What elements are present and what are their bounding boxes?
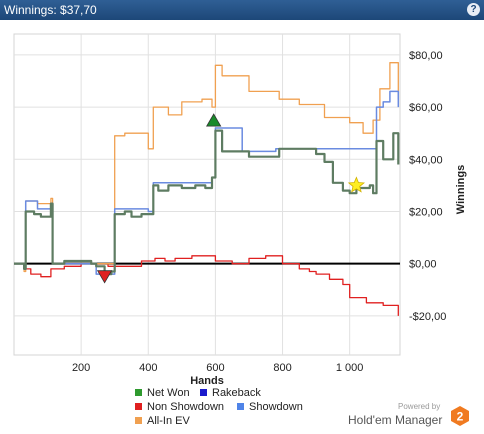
legend-label: Rakeback — [212, 387, 261, 399]
y-tick-label: $60,00 — [409, 102, 443, 114]
legend-swatch-non-showdown — [135, 402, 142, 410]
x-tick-label: 400 — [139, 362, 157, 374]
y-tick-label: $40,00 — [409, 154, 443, 166]
x-tick-label: 200 — [72, 362, 90, 374]
series-line-net-won — [14, 129, 400, 276]
x-tick-label: 600 — [206, 362, 224, 374]
logo-text: 2 — [457, 410, 464, 424]
x-tick-label: 1 000 — [336, 362, 364, 374]
window-title: Winnings: $37,70 — [4, 3, 97, 17]
question-icon[interactable]: ? — [467, 3, 480, 16]
powered-by-text: Powered by — [398, 402, 441, 411]
legend-label: Net Won — [147, 387, 190, 399]
legend-item-rakeback: Rakeback — [200, 387, 261, 399]
winnings-chart: 200 400 600 800 1 000 $80,00 $60,00 $40,00 $20,0… — [13, 33, 467, 385]
x-tick-label: 800 — [273, 362, 291, 374]
legend-swatch-showdown — [237, 402, 244, 410]
hem2-logo-icon: 2 — [451, 406, 469, 426]
marker-min — [96, 270, 113, 284]
legend-item-all-in-ev: All-In EV — [135, 415, 190, 427]
x-axis-title: Hands — [190, 375, 224, 385]
plot-area — [13, 33, 401, 356]
window-titlebar: Winnings: $37,70 ? — [0, 0, 484, 20]
marker-star — [347, 176, 366, 193]
brand-name: Hold'em Manager — [348, 413, 443, 427]
y-tick-label: $20,00 — [409, 206, 443, 218]
marker-max — [206, 113, 222, 127]
legend-swatch-all-in-ev — [135, 416, 142, 424]
legend-swatch-net-won — [135, 388, 142, 396]
legend-item-net-won: Net Won — [135, 387, 190, 399]
y-axis-title: Winnings — [455, 165, 467, 214]
y-tick-label: -$20,00 — [409, 311, 446, 323]
series-line-non-showdown — [14, 255, 399, 316]
legend-label: Showdown — [249, 401, 303, 413]
legend-item-non-showdown: Non Showdown — [135, 401, 224, 413]
legend-label: All-In EV — [147, 415, 190, 427]
legend-item-showdown: Showdown — [237, 401, 303, 413]
legend-swatch-rakeback — [200, 388, 207, 396]
y-tick-label: $0,00 — [409, 259, 437, 271]
y-tick-label: $80,00 — [409, 50, 443, 62]
legend-label: Non Showdown — [147, 401, 225, 413]
